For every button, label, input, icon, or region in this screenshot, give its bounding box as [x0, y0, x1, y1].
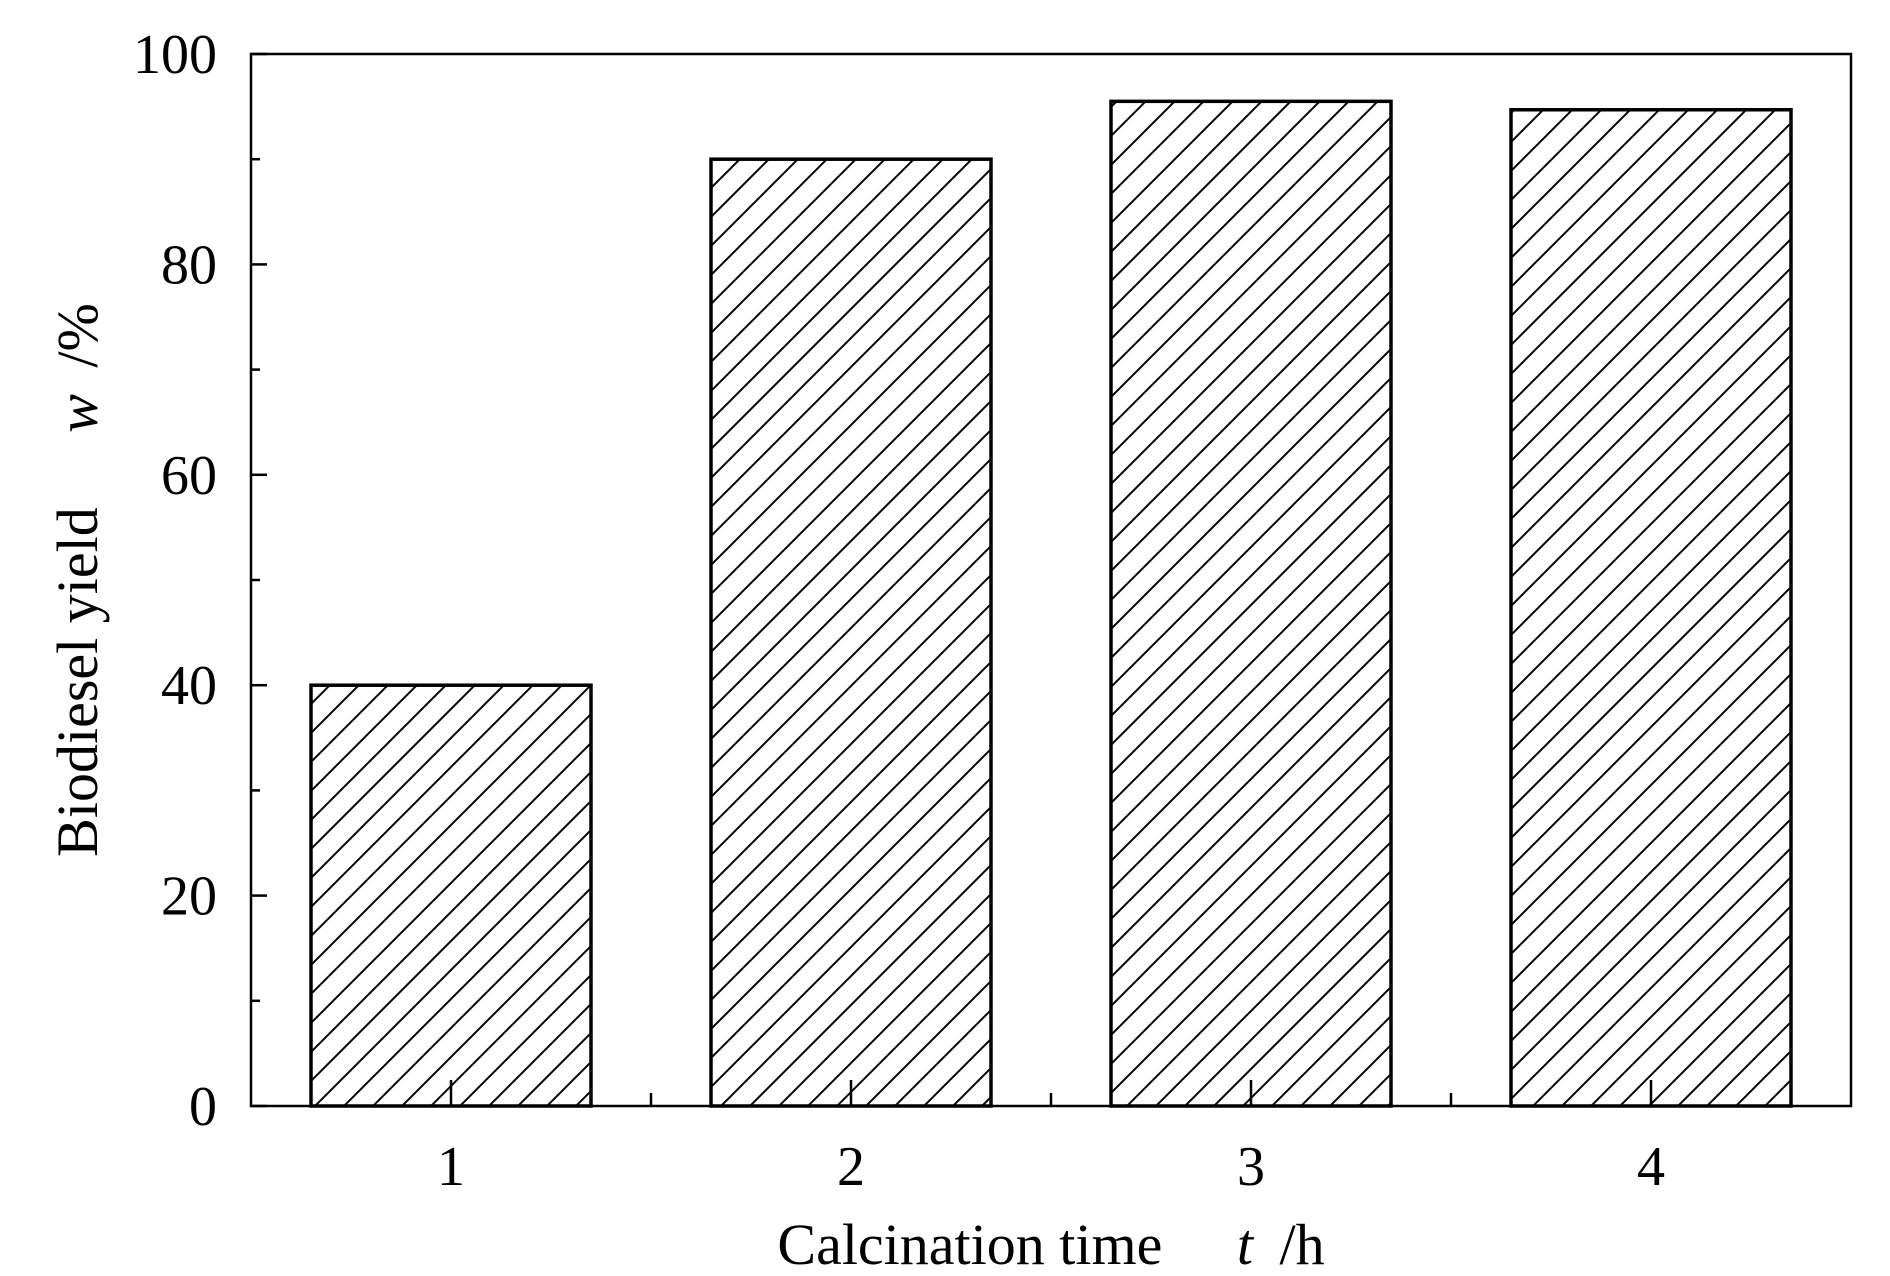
y-tick-label: 60	[161, 445, 217, 507]
y-tick-label: 0	[189, 1076, 217, 1138]
y-tick-label: 40	[161, 655, 217, 717]
y-tick-label: 100	[133, 24, 217, 86]
y-axis-title-unit: /%	[45, 303, 110, 367]
bar-2	[709, 157, 993, 1108]
bar-3	[1109, 99, 1393, 1108]
x-axis-title-symbol: t	[1237, 1212, 1255, 1276]
x-axis-title-text: Calcination time	[777, 1212, 1162, 1276]
x-axis-ticks: 1 2 3 4	[437, 1080, 1665, 1198]
y-tick-label: 80	[161, 234, 217, 296]
x-tick-label: 2	[837, 1136, 865, 1198]
y-axis-title: Biodiesel yield w /%	[45, 303, 110, 857]
y-axis-ticks: 0 20 40 60 80 100	[133, 24, 267, 1138]
x-axis-title: Calcination time t /h	[777, 1212, 1324, 1276]
bar-1	[309, 683, 593, 1108]
y-tick-label: 20	[161, 866, 217, 928]
bars	[309, 99, 1793, 1108]
bar-4	[1509, 108, 1793, 1108]
x-tick-label: 4	[1637, 1136, 1665, 1198]
y-axis-title-symbol: w	[45, 394, 110, 433]
x-axis-title-unit: /h	[1279, 1212, 1324, 1276]
y-axis-title-text: Biodiesel yield	[45, 507, 110, 857]
x-tick-label: 1	[437, 1136, 465, 1198]
x-tick-label: 3	[1237, 1136, 1265, 1198]
